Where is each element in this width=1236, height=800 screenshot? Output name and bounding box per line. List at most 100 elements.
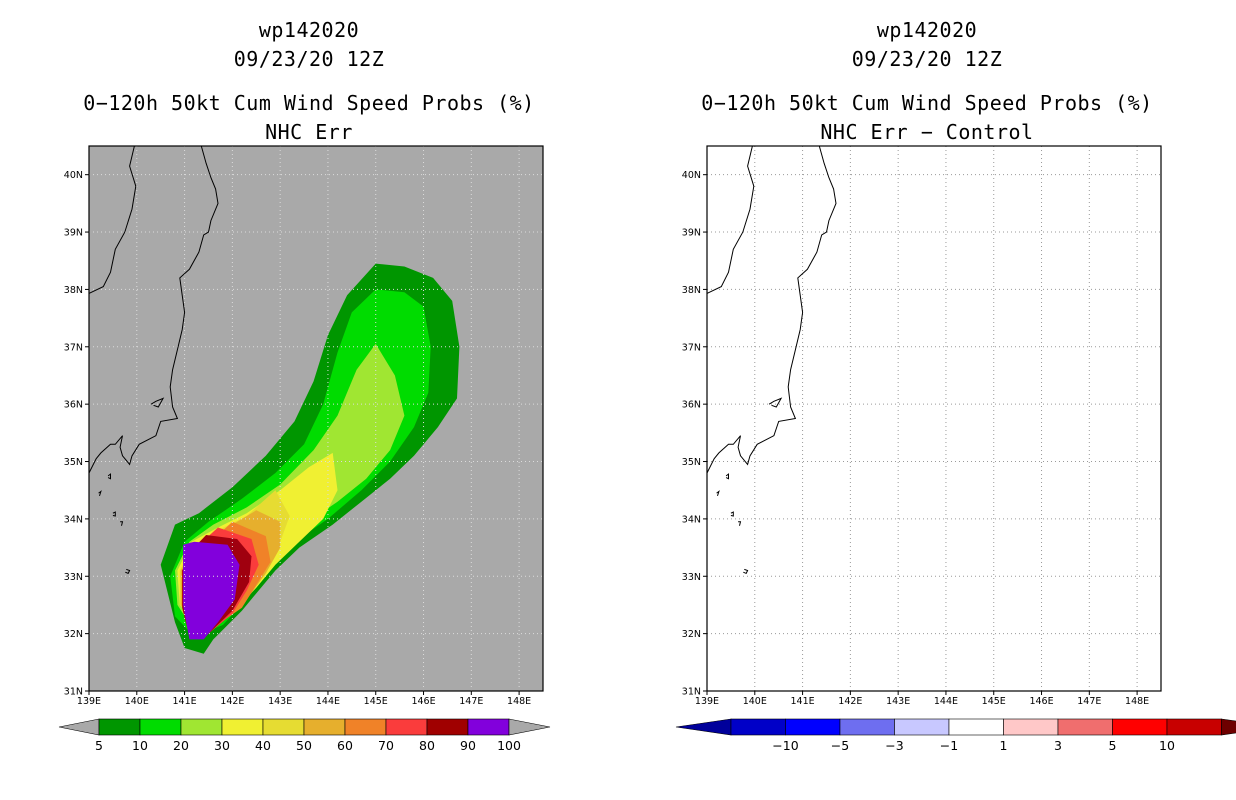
lon-tick-label: 141E <box>173 696 197 707</box>
lat-tick-label: 36N <box>64 400 83 411</box>
coastline <box>706 145 837 575</box>
colorbar-label: 30 <box>214 738 230 753</box>
colorbar-label: 10 <box>1159 738 1175 753</box>
colorbar-extend-low <box>675 718 732 736</box>
chart-title-line-2: 09/23/20 12Z <box>851 47 1003 71</box>
lat-tick-label: 39N <box>64 228 83 239</box>
lon-tick-label: 140E <box>125 696 149 707</box>
colorbar-label: −3 <box>885 738 903 753</box>
colorbar-label: 90 <box>460 738 476 753</box>
colorbar-swatch <box>1112 718 1168 736</box>
colorbar-swatch <box>839 718 895 736</box>
lon-tick-label: 145E <box>364 696 388 707</box>
lat-tick-label: 33N <box>682 572 701 583</box>
lat-tick-label: 36N <box>682 400 701 411</box>
left-panel: wp142020 09/23/20 12Z 0−120h 50kt Cum Wi… <box>58 18 551 753</box>
lat-tick-label: 35N <box>682 457 701 468</box>
lat-tick-label: 33N <box>64 572 83 583</box>
lon-tick-label: 148E <box>507 696 531 707</box>
difference-map: 139E 140E 141E 142E 143E 144E 145E 146E 147E 148E… <box>675 145 1236 753</box>
colorbar-label: −1 <box>940 738 958 753</box>
map-frame <box>88 145 544 692</box>
colorbar-swatch <box>385 718 428 736</box>
coastline <box>88 145 219 575</box>
colorbar-extend-high <box>508 718 551 736</box>
lon-tick-label: 146E <box>411 696 435 707</box>
lon-tick-label: 147E <box>1077 696 1101 707</box>
colorbar-swatch <box>139 718 182 736</box>
map-background <box>707 146 1161 691</box>
probability-contour-90 <box>183 541 240 640</box>
colorbar-extend-low <box>58 718 100 736</box>
colorbar-label: 50 <box>296 738 312 753</box>
colorbar-label: 20 <box>173 738 189 753</box>
colorbar-swatch <box>1166 718 1222 736</box>
colorbar-label: 60 <box>337 738 353 753</box>
colorbar-label: 5 <box>95 738 103 753</box>
right-panel: wp142020 09/23/20 12Z 0−120h 50kt Cum Wi… <box>618 0 1236 800</box>
lon-tick-label: 140E <box>743 696 767 707</box>
lon-tick-label: 139E <box>695 696 719 707</box>
colorbar-label: 10 <box>132 738 148 753</box>
colorbar-extend-high <box>1221 718 1236 736</box>
colorbar-label: −10 <box>772 738 798 753</box>
probability-map: 139E 140E 141E 142E 143E 144E 145E 146E 147E 148E… <box>58 145 551 753</box>
lon-tick-label: 141E <box>791 696 815 707</box>
lon-tick-label: 148E <box>1125 696 1149 707</box>
lat-tick-label: 31N <box>64 687 83 698</box>
colorbar-swatch <box>344 718 387 736</box>
colorbar-label: 100 <box>497 738 521 753</box>
lon-tick-label: 142E <box>838 696 862 707</box>
colorbar-swatch <box>180 718 223 736</box>
chart-title-line-3: 0−120h 50kt Cum Wind Speed Probs (%) <box>701 91 1153 115</box>
lat-tick-label: 37N <box>682 342 701 353</box>
lat-tick-label: 37N <box>64 342 83 353</box>
colorbar-swatch <box>262 718 305 736</box>
colorbar-swatch <box>785 718 841 736</box>
lon-tick-label: 145E <box>982 696 1006 707</box>
chart-subtitle: NHC Err − Control <box>820 120 1034 144</box>
colorbar-swatch <box>1003 718 1059 736</box>
colorbar-swatch <box>426 718 469 736</box>
lat-tick-label: 40N <box>64 170 83 181</box>
colorbar-swatch <box>467 718 510 736</box>
map-frame <box>706 145 1162 692</box>
lat-tick-label: 35N <box>64 457 83 468</box>
lat-tick-label: 40N <box>682 170 701 181</box>
colorbar-label: −5 <box>831 738 849 753</box>
colorbar-swatch <box>730 718 786 736</box>
lon-tick-label: 144E <box>934 696 958 707</box>
chart-title-line-3: 0−120h 50kt Cum Wind Speed Probs (%) <box>83 91 535 115</box>
colorbar-label: 1 <box>1000 738 1008 753</box>
colorbar-swatch <box>221 718 264 736</box>
lat-tick-label: 38N <box>682 285 701 296</box>
lon-tick-label: 139E <box>77 696 101 707</box>
chart-title-line-2: 09/23/20 12Z <box>233 47 385 71</box>
chart-title-line-1: wp142020 <box>876 18 978 42</box>
lat-tick-label: 31N <box>682 687 701 698</box>
lon-tick-label: 142E <box>220 696 244 707</box>
lat-tick-label: 38N <box>64 285 83 296</box>
lon-tick-label: 144E <box>316 696 340 707</box>
colorbar-label: 80 <box>419 738 435 753</box>
colorbar-label: 3 <box>1054 738 1062 753</box>
colorbar-swatch <box>1057 718 1113 736</box>
lat-tick-label: 34N <box>682 514 701 525</box>
colorbar-label: 40 <box>255 738 271 753</box>
lon-tick-label: 147E <box>459 696 483 707</box>
colorbar-swatch <box>894 718 950 736</box>
colorbar-swatch <box>98 718 141 736</box>
lat-tick-label: 32N <box>64 629 83 640</box>
lat-tick-label: 32N <box>682 629 701 640</box>
colorbar-label: 70 <box>378 738 394 753</box>
colorbar-label: 5 <box>1109 738 1117 753</box>
chart-title-line-1: wp142020 <box>258 18 360 42</box>
colorbar-swatch <box>948 718 1004 736</box>
colorbar-swatch <box>303 718 346 736</box>
lon-tick-label: 146E <box>1029 696 1053 707</box>
chart-subtitle: NHC Err <box>265 120 353 144</box>
lon-tick-label: 143E <box>268 696 292 707</box>
lon-tick-label: 143E <box>886 696 910 707</box>
lat-tick-label: 34N <box>64 514 83 525</box>
lat-tick-label: 39N <box>682 228 701 239</box>
